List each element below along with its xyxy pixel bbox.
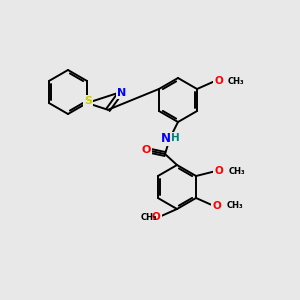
- Text: N: N: [117, 88, 127, 98]
- Text: S: S: [84, 96, 92, 106]
- Text: CH₃: CH₃: [227, 202, 244, 211]
- Text: CH₃: CH₃: [229, 167, 246, 176]
- Text: H: H: [171, 133, 179, 143]
- Text: N: N: [161, 131, 171, 145]
- Text: CH₃: CH₃: [228, 76, 245, 85]
- Text: O: O: [215, 166, 224, 176]
- Text: O: O: [215, 76, 224, 86]
- Text: CH₃: CH₃: [141, 212, 158, 221]
- Text: O: O: [213, 201, 221, 211]
- Text: O: O: [152, 212, 160, 222]
- Text: O: O: [141, 145, 151, 155]
